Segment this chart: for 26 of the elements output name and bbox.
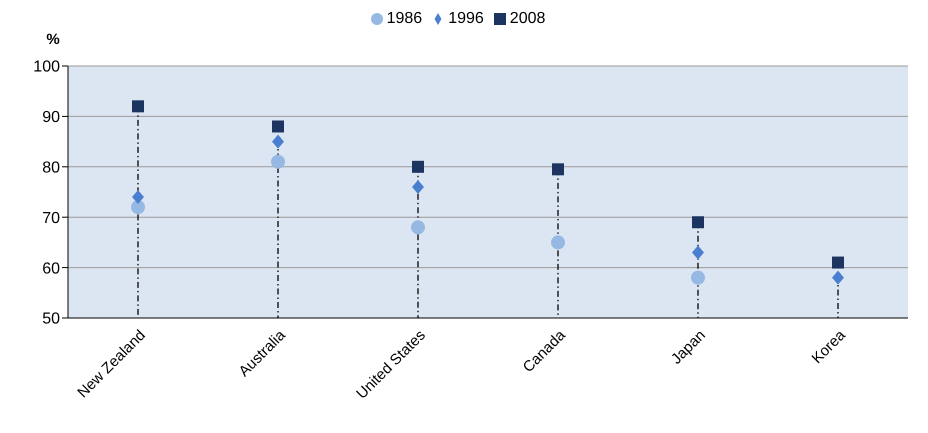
point: [412, 160, 424, 173]
point: [132, 100, 144, 112]
point: [131, 200, 145, 214]
point: [691, 270, 705, 285]
point: [552, 163, 564, 176]
point: [412, 180, 424, 194]
y-tick-label: 50: [42, 310, 60, 328]
point: [272, 120, 284, 132]
y-tick-label: 100: [33, 58, 60, 76]
legend-label: 2008: [510, 10, 546, 27]
y-tick-label: 70: [42, 210, 60, 227]
y-tick-label: 90: [42, 109, 60, 126]
y-tick-label: 60: [42, 260, 60, 278]
point: [411, 220, 425, 234]
y-axis-title: %: [46, 31, 60, 48]
point: [832, 270, 844, 285]
point: [272, 134, 284, 149]
point: [132, 190, 144, 204]
point: [692, 216, 704, 228]
y-tick-label: 80: [42, 159, 60, 176]
point: [551, 235, 565, 250]
point: [692, 245, 704, 260]
legend-label: 1996: [448, 10, 484, 27]
point: [832, 256, 844, 269]
point: [271, 154, 285, 169]
legend-label: 1986: [386, 10, 422, 27]
